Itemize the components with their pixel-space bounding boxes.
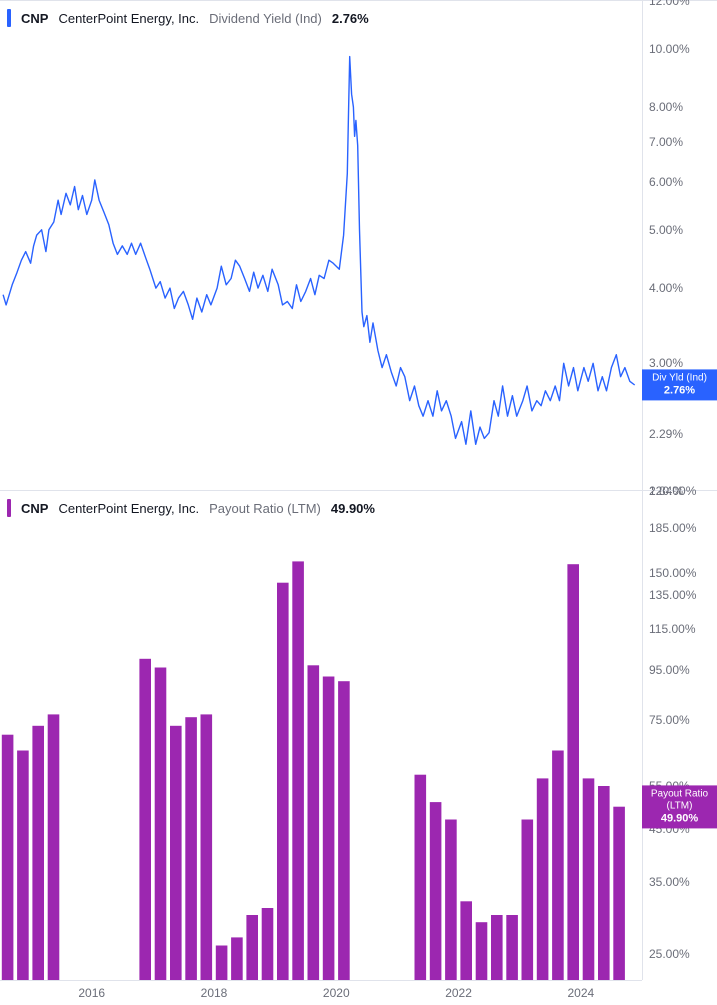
tag-label: Payout Ratio (LTM) <box>646 788 713 812</box>
payout-y-axis[interactable]: 220.00%185.00%150.00%135.00%115.00%95.00… <box>642 491 717 980</box>
metric-label: Payout Ratio (LTM) <box>209 501 321 516</box>
payout-legend: CNP CenterPoint Energy, Inc. Payout Rati… <box>3 497 379 519</box>
dividend-line-svg <box>0 1 642 491</box>
tag-value: 49.90% <box>646 812 713 825</box>
company-label: CenterPoint Energy, Inc. <box>58 501 199 516</box>
company-label: CenterPoint Energy, Inc. <box>58 11 199 26</box>
dividend-y-axis[interactable]: 12.00%10.00%8.00%7.00%6.00%5.00%4.00%3.0… <box>642 1 717 490</box>
time-axis[interactable]: 20162018202020222024 <box>0 980 642 1005</box>
metric-label: Dividend Yield (Ind) <box>209 11 322 26</box>
payout-price-tag: Payout Ratio (LTM) 49.90% <box>642 785 717 828</box>
dividend-color-chip <box>7 9 11 27</box>
ticker-label: CNP <box>21 501 48 516</box>
ticker-label: CNP <box>21 11 48 26</box>
dividend-legend: CNP CenterPoint Energy, Inc. Dividend Yi… <box>3 7 373 29</box>
payout-color-chip <box>7 499 11 517</box>
dividend-yield-panel[interactable]: CNP CenterPoint Energy, Inc. Dividend Yi… <box>0 0 717 490</box>
metric-value: 49.90% <box>331 501 375 516</box>
payout-ratio-panel[interactable]: CNP CenterPoint Energy, Inc. Payout Rati… <box>0 490 717 980</box>
tag-label: Div Yld (Ind) <box>646 372 713 384</box>
dividend-plot-area[interactable] <box>0 1 642 490</box>
payout-plot-area[interactable] <box>0 491 642 980</box>
metric-value: 2.76% <box>332 11 369 26</box>
tag-value: 2.76% <box>646 384 713 397</box>
payout-bar-svg <box>0 491 642 981</box>
dividend-price-tag: Div Yld (Ind) 2.76% <box>642 369 717 400</box>
